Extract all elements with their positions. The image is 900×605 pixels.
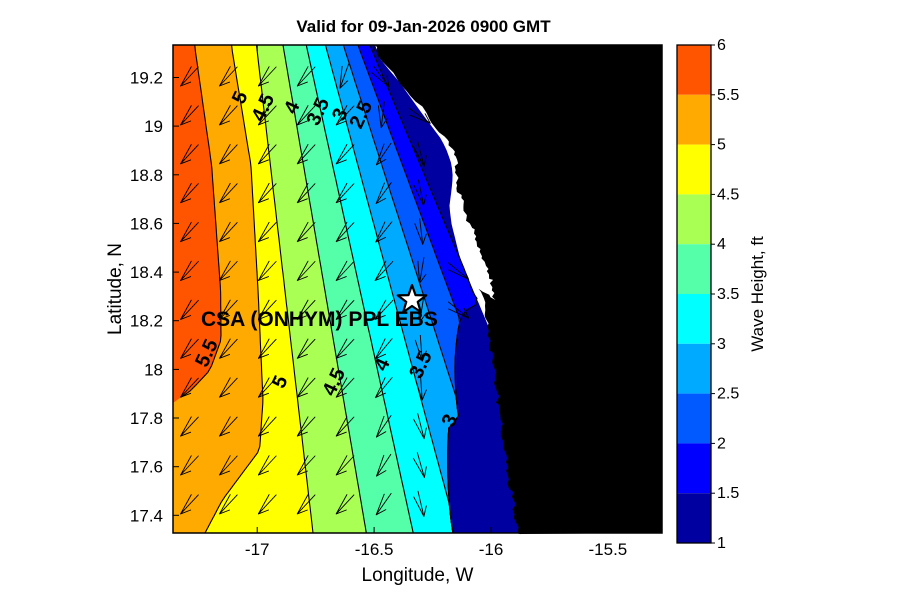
svg-text:18: 18	[144, 360, 163, 379]
svg-text:4.5: 4.5	[717, 186, 739, 203]
svg-text:18.2: 18.2	[130, 312, 163, 331]
svg-text:5: 5	[717, 137, 726, 154]
svg-text:Longitude, W: Longitude, W	[362, 565, 474, 586]
svg-text:CSA (ONHYM) PPL EBS: CSA (ONHYM) PPL EBS	[201, 308, 438, 331]
svg-text:Wave Height, ft: Wave Height, ft	[748, 236, 767, 352]
svg-text:18.8: 18.8	[130, 166, 163, 185]
svg-text:19: 19	[144, 117, 163, 136]
svg-text:18.6: 18.6	[130, 214, 163, 233]
svg-text:Valid for 09-Jan-2026 0900 GMT: Valid for 09-Jan-2026 0900 GMT	[296, 17, 551, 36]
svg-text:1: 1	[717, 535, 726, 552]
svg-text:19.2: 19.2	[130, 69, 163, 88]
svg-text:1.5: 1.5	[717, 485, 739, 502]
svg-text:3: 3	[717, 336, 726, 353]
svg-text:6: 6	[717, 37, 726, 54]
svg-text:2.5: 2.5	[717, 386, 739, 403]
svg-text:2: 2	[717, 435, 726, 452]
svg-text:-16.5: -16.5	[355, 540, 394, 559]
svg-text:17.8: 17.8	[130, 409, 163, 428]
svg-text:-15.5: -15.5	[589, 540, 628, 559]
svg-text:Latitude, N: Latitude, N	[105, 243, 126, 335]
svg-text:-17: -17	[245, 540, 270, 559]
svg-text:5.5: 5.5	[717, 87, 739, 104]
svg-text:17.6: 17.6	[130, 458, 163, 477]
svg-text:4: 4	[717, 236, 726, 253]
svg-text:-16: -16	[479, 540, 504, 559]
svg-text:18.4: 18.4	[130, 263, 163, 282]
svg-text:3.5: 3.5	[717, 286, 739, 303]
svg-text:17.4: 17.4	[130, 506, 163, 525]
